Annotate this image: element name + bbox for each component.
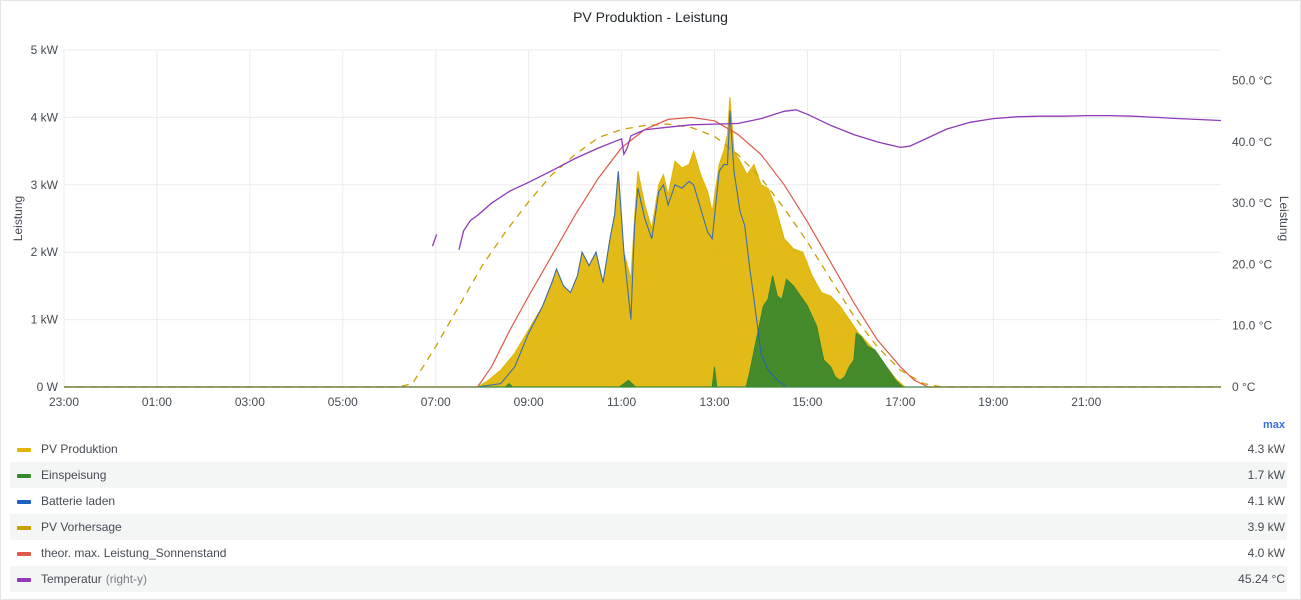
x-tick-label: 13:00 — [700, 395, 730, 409]
x-tick-label: 19:00 — [978, 395, 1008, 409]
legend-header: max — [10, 413, 1287, 436]
legend-label-text: PV Vorhersage — [41, 520, 122, 534]
y-left-tick-label: 4 kW — [31, 110, 59, 124]
legend-swatch[interactable] — [17, 474, 31, 478]
y-left-tick-label: 0 W — [37, 380, 59, 394]
legend-label-text: Temperatur — [41, 572, 102, 586]
axis-layer: 0 W 1 kW 2 kW 3 kW 4 kW 5 kW 0 °C 10.0 °C 20.0 °… — [11, 43, 1291, 409]
x-tick-label: 09:00 — [514, 395, 544, 409]
y-right-tick-label: 40.0 °C — [1232, 135, 1272, 149]
legend-max-value: 4.1 kW — [1247, 494, 1285, 508]
series-temperatur-line — [431, 234, 438, 247]
y-right-tick-label: 30.0 °C — [1232, 196, 1272, 210]
legend-item[interactable]: PV Vorhersage 3.9 kW — [10, 514, 1287, 540]
y-left-tick-label: 3 kW — [31, 178, 59, 192]
series-theor-max-leistung-sonnenstand-line — [64, 116, 1221, 388]
x-tick-label: 17:00 — [885, 395, 915, 409]
x-tick-label: 07:00 — [421, 395, 451, 409]
legend-max-header[interactable]: max — [1262, 419, 1285, 431]
series-pv-vorhersage-line — [64, 123, 1221, 388]
y-right-tick-label: 20.0 °C — [1232, 257, 1272, 271]
y-left-tick-label: 5 kW — [31, 43, 59, 57]
legend-swatch[interactable] — [17, 448, 31, 452]
y-right-tick-label: 0 °C — [1232, 380, 1256, 394]
legend-rows: PV Produktion 4.3 kW Einspeisung 1.7 kW Batt… — [10, 436, 1287, 592]
legend-max-value: 4.3 kW — [1247, 442, 1285, 456]
legend-item[interactable]: theor. max. Leistung_Sonnenstand 4.0 kW — [10, 540, 1287, 566]
legend: max PV Produktion 4.3 kW Einspeisung 1.7 kW… — [10, 413, 1287, 592]
legend-label[interactable]: Batterie laden — [41, 488, 115, 514]
x-tick-label: 11:00 — [607, 395, 636, 409]
legend-swatch[interactable] — [17, 552, 31, 556]
chart-svg: 0 W 1 kW 2 kW 3 kW 4 kW 5 kW 0 °C 10.0 °C 20.0 °… — [11, 43, 1291, 409]
panel-title[interactable]: PV Produktion - Leistung — [573, 9, 728, 25]
legend-axis-suffix: (right-y) — [105, 572, 148, 586]
series-batterie-laden-line — [477, 110, 1221, 388]
legend-label-text: Batterie laden — [41, 494, 116, 508]
x-tick-label: 05:00 — [328, 395, 358, 409]
legend-swatch[interactable] — [17, 526, 31, 530]
legend-max-value: 3.9 kW — [1247, 520, 1285, 534]
legend-item[interactable]: Temperatur (right-y) 45.24 °C — [10, 566, 1287, 592]
x-tick-label: 23:00 — [49, 395, 79, 409]
legend-label-text: PV Produktion — [41, 442, 118, 456]
series-layer — [64, 97, 1222, 388]
series-pv-produktion-area — [64, 97, 1221, 388]
x-tick-label: 21:00 — [1071, 395, 1101, 409]
legend-max-value: 1.7 kW — [1247, 468, 1285, 482]
legend-item[interactable]: Batterie laden 4.1 kW — [10, 488, 1287, 514]
x-tick-label: 15:00 — [792, 395, 822, 409]
legend-label[interactable]: PV Produktion — [41, 436, 118, 462]
series-temperatur-line — [458, 109, 1222, 250]
legend-label[interactable]: Temperatur (right-y) — [41, 566, 147, 592]
legend-item[interactable]: PV Produktion 4.3 kW — [10, 436, 1287, 462]
y-right-tick-label: 50.0 °C — [1232, 74, 1272, 88]
y-right-axis-label: Leistung — [1277, 196, 1291, 241]
y-left-tick-label: 2 kW — [31, 245, 59, 259]
legend-swatch[interactable] — [17, 578, 31, 582]
legend-label[interactable]: PV Vorhersage — [41, 514, 122, 540]
y-left-axis-label: Leistung — [11, 196, 25, 241]
y-left-tick-label: 1 kW — [31, 313, 59, 327]
x-tick-label: 01:00 — [142, 395, 172, 409]
legend-item[interactable]: Einspeisung 1.7 kW — [10, 462, 1287, 488]
legend-swatch[interactable] — [17, 500, 31, 504]
legend-max-value: 4.0 kW — [1247, 546, 1285, 560]
y-right-tick-label: 10.0 °C — [1232, 319, 1272, 333]
legend-max-value: 45.24 °C — [1238, 572, 1285, 586]
legend-label[interactable]: theor. max. Leistung_Sonnenstand — [41, 540, 226, 566]
legend-label-text: theor. max. Leistung_Sonnenstand — [41, 546, 227, 560]
x-tick-label: 03:00 — [235, 395, 265, 409]
legend-label-text: Einspeisung — [41, 468, 107, 482]
legend-label[interactable]: Einspeisung — [41, 462, 106, 488]
